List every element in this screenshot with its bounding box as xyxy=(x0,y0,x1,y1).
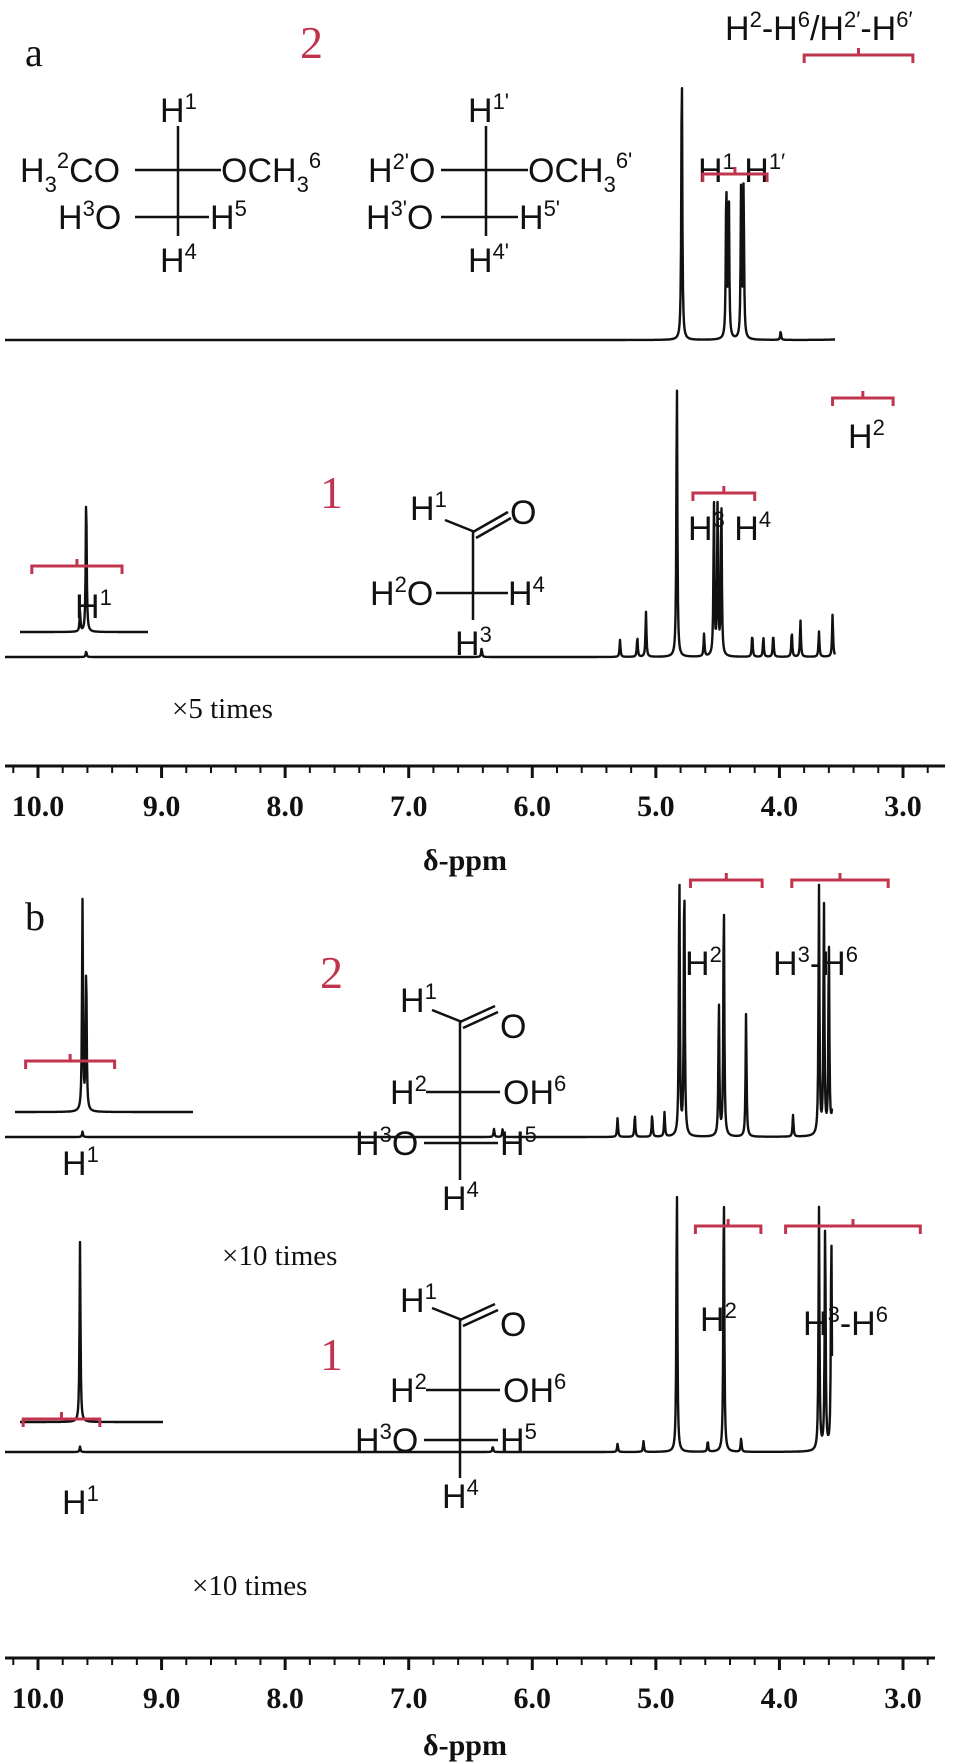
x-tick-label: 4.0 xyxy=(761,1682,799,1715)
struct-a2-h5p: H5' xyxy=(519,196,560,237)
struct-b1-o: O xyxy=(500,1306,526,1344)
assignment-bracket xyxy=(21,1412,102,1427)
x-ticks-a: 10.0 9.0 8.0 7.0 6.0 5.0 4.0 3.0 xyxy=(12,766,929,823)
assignment-brackets-a xyxy=(30,48,915,574)
structure-a2-right: H1' H2'O OCH36' H3'O H5' H4' xyxy=(366,89,632,280)
panel-label-b: b xyxy=(25,894,45,939)
x-ticks-b: 10.0 9.0 8.0 7.0 6.0 5.0 4.0 3.0 xyxy=(12,1658,929,1715)
x-axis-label-a: δ-ppm xyxy=(423,844,507,877)
struct-b1-h3o: H3O xyxy=(355,1419,418,1460)
struct-b1-h4: H4 xyxy=(442,1475,479,1516)
struct-a1-h4: H4 xyxy=(508,572,545,613)
x-tick-label: 3.0 xyxy=(884,1682,922,1715)
assignment-bracket xyxy=(688,873,764,888)
spectrum-label-a2: 2 xyxy=(300,17,323,68)
struct-b1-h5: H5 xyxy=(500,1419,537,1460)
struct-a2-och3p: OCH36' xyxy=(528,148,632,197)
x-axis-label-b: δ-ppm xyxy=(423,1729,507,1762)
struct-a2-h3co: H32CO xyxy=(20,148,120,197)
x-tick-label: 8.0 xyxy=(266,1682,304,1715)
struct-b1-h1: H1 xyxy=(400,1279,437,1320)
x-tick-label: 9.0 xyxy=(143,790,181,823)
struct-a2-h5: H5 xyxy=(210,196,247,237)
struct-a1-h1: H1 xyxy=(410,487,447,528)
structure-b1: H1 O H2 OH6 H3O H5 H4 xyxy=(355,1279,566,1516)
inset-scale-b1: ×10 times xyxy=(192,1570,307,1602)
x-tick-label: 7.0 xyxy=(390,790,428,823)
assign-a2-h2-h6: H2-H6/H2′-H6′ xyxy=(725,7,913,48)
assignment-brackets-b xyxy=(21,873,922,1427)
struct-a1-h2o: H2O xyxy=(370,572,433,613)
x-tick-label: 4.0 xyxy=(761,790,799,823)
x-tick-label: 3.0 xyxy=(884,790,922,823)
inset-scale-b2: ×10 times xyxy=(222,1240,337,1272)
assignment-bracket xyxy=(802,48,915,63)
assign-a1-h2: H2 xyxy=(848,415,885,456)
assignment-bracket xyxy=(784,1219,922,1234)
spectrum-trace-a2 xyxy=(4,87,836,342)
assignment-bracket xyxy=(790,873,890,888)
spectrum-trace-b1 xyxy=(4,1195,834,1454)
panel-a: a 2 H1 H32CO OCH36 H3O H5 H4 H1' H2'O OC… xyxy=(4,7,945,877)
struct-b2-h3o: H3O xyxy=(355,1122,418,1163)
spectrum-label-a1: 1 xyxy=(320,467,343,518)
assign-b2-h1: H1 xyxy=(62,1142,99,1183)
inset-trace-b1 xyxy=(19,1240,164,1424)
struct-b2-h4: H4 xyxy=(442,1177,479,1218)
inset-trace-b2 xyxy=(14,897,194,1114)
x-tick-label: 6.0 xyxy=(514,1682,552,1715)
struct-b2-h5: H5 xyxy=(500,1122,537,1163)
struct-a2-h4: H4 xyxy=(160,239,197,280)
x-tick-label: 5.0 xyxy=(637,1682,675,1715)
spectrum-label-b1: 1 xyxy=(320,1329,343,1380)
spectrum-trace-a1 xyxy=(4,389,837,659)
assign-b2-h3-h6: H3-H6 xyxy=(773,942,858,983)
struct-a2-h1: H1 xyxy=(160,89,197,130)
x-tick-label: 7.0 xyxy=(390,1682,428,1715)
assign-a1-h3-h4: H3 H4 xyxy=(688,507,771,548)
inset-scale-a1: ×5 times xyxy=(172,693,273,725)
struct-a2-h4p: H4' xyxy=(468,239,509,280)
x-tick-label: 9.0 xyxy=(143,1682,181,1715)
assignment-bracket xyxy=(701,167,769,182)
struct-a1-o: O xyxy=(510,494,536,532)
struct-b2-o: O xyxy=(500,1008,526,1046)
struct-a2-h3o: H3O xyxy=(58,196,121,237)
structure-a1: H1 O H2O H4 H3 xyxy=(370,487,545,663)
structure-a2-left: H1 H32CO OCH36 H3O H5 H4 xyxy=(20,89,321,280)
x-tick-label: 10.0 xyxy=(12,790,65,823)
x-tick-label: 6.0 xyxy=(514,790,552,823)
struct-b2-h1: H1 xyxy=(400,979,437,1020)
assign-b1-h1: H1 xyxy=(62,1481,99,1522)
x-tick-label: 8.0 xyxy=(266,790,304,823)
assign-b1-h3-h6: H3-H6 xyxy=(803,1302,888,1343)
x-tick-label: 10.0 xyxy=(12,1682,65,1715)
inset-trace-a1 xyxy=(19,505,149,634)
assignment-bracket xyxy=(693,1219,763,1234)
assignment-bracket xyxy=(831,391,895,406)
assign-a1-h1: H1 xyxy=(75,585,112,626)
structure-b2: H1 O H2 OH6 H3O H5 H4 xyxy=(355,979,566,1218)
panel-label-a: a xyxy=(25,30,43,75)
assignment-bracket xyxy=(691,486,757,501)
struct-b1-h2: H2 xyxy=(390,1369,427,1410)
spectrum-trace-b2 xyxy=(4,883,834,1139)
struct-a2-h1p: H1' xyxy=(468,89,509,130)
assignment-bracket xyxy=(24,1054,117,1069)
struct-a2-och3: OCH36 xyxy=(221,148,321,197)
struct-a2-h3po: H3'O xyxy=(366,196,433,237)
struct-b2-h2: H2 xyxy=(390,1071,427,1112)
assign-b1-h2: H2 xyxy=(700,1298,737,1339)
assignment-bracket xyxy=(30,559,124,574)
struct-b2-oh6: OH6 xyxy=(503,1071,566,1112)
panel-b: b 2 H1 O H2 OH6 H3O H5 H4 H1 H2 H3-H6 ×1… xyxy=(4,873,935,1762)
x-tick-label: 5.0 xyxy=(637,790,675,823)
struct-a2-h2po: H2'O xyxy=(368,149,435,190)
spectrum-label-b2: 2 xyxy=(320,947,343,998)
struct-b1-oh6: OH6 xyxy=(503,1369,566,1410)
assign-b2-h2: H2 xyxy=(685,942,722,983)
